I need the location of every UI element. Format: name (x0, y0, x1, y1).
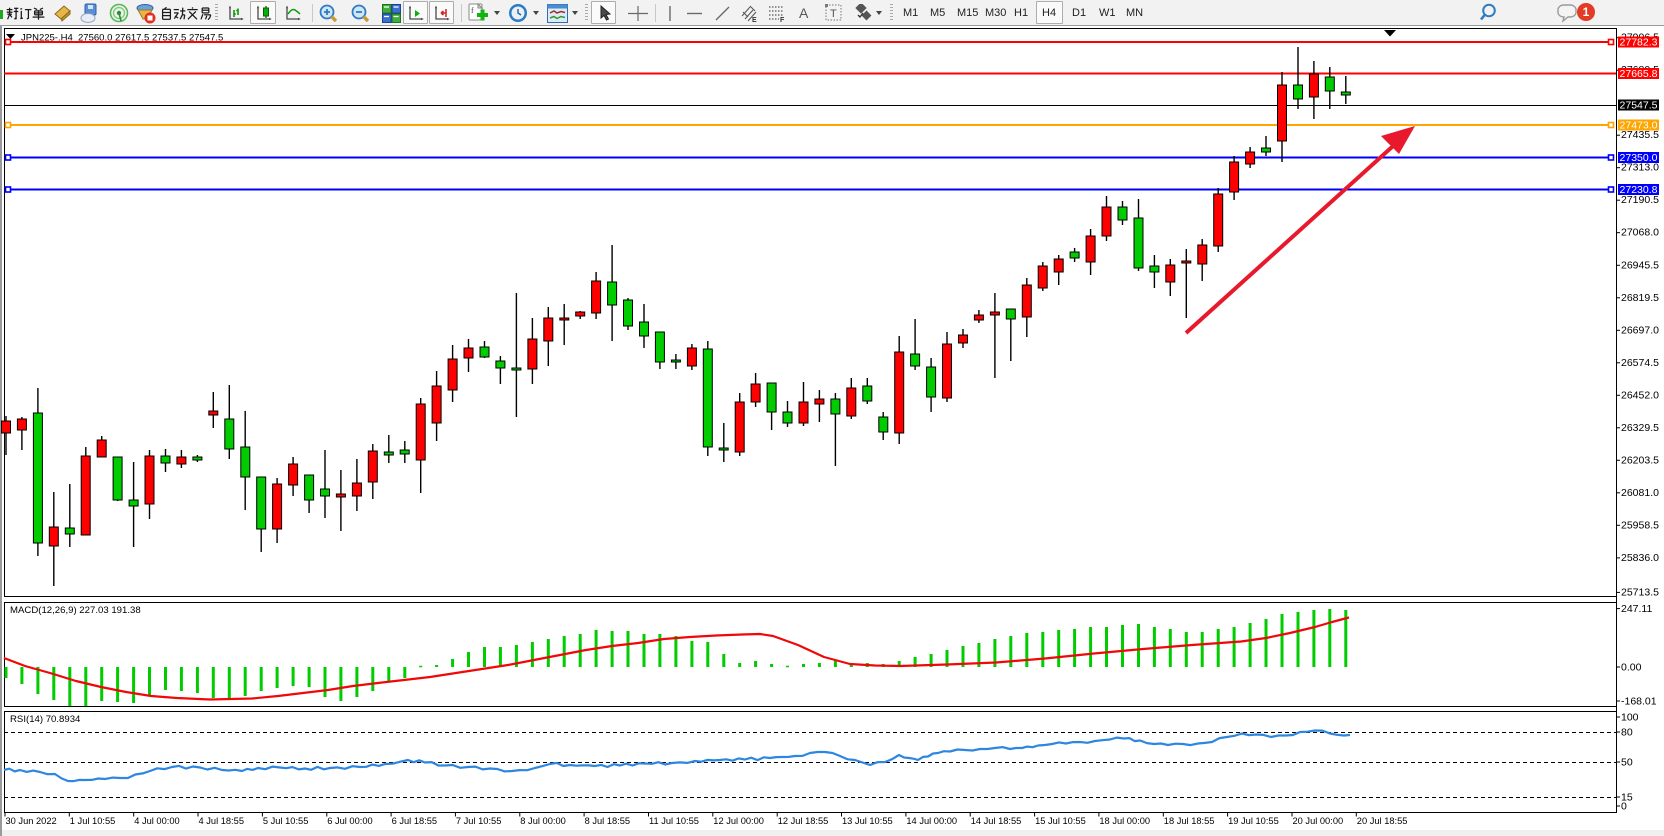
svg-text:26819.5: 26819.5 (1621, 292, 1659, 304)
svg-text:MACD(12,26,9) 227.03 191.38: MACD(12,26,9) 227.03 191.38 (10, 605, 141, 616)
svg-text:13 Jul 10:55: 13 Jul 10:55 (842, 816, 893, 826)
svg-text:12 Jul 18:55: 12 Jul 18:55 (778, 816, 829, 826)
svg-text:18 Jul 00:00: 18 Jul 00:00 (1099, 816, 1150, 826)
svg-text:12 Jul 00:00: 12 Jul 00:00 (713, 816, 764, 826)
svg-text:20 Jul 00:00: 20 Jul 00:00 (1293, 816, 1344, 826)
svg-text:27230.8: 27230.8 (1620, 184, 1658, 196)
svg-text:26945.5: 26945.5 (1621, 259, 1659, 271)
svg-text:26574.5: 26574.5 (1621, 357, 1659, 369)
svg-text:4 Jul 00:00: 4 Jul 00:00 (134, 816, 180, 826)
svg-text:14 Jul 00:00: 14 Jul 00:00 (906, 816, 957, 826)
svg-text:26697.0: 26697.0 (1621, 324, 1659, 336)
svg-text:0.00: 0.00 (1621, 662, 1642, 674)
svg-text:20 Jul 18:55: 20 Jul 18:55 (1357, 816, 1408, 826)
svg-text:E: E (752, 17, 757, 23)
svg-text:247.11: 247.11 (1621, 603, 1652, 615)
svg-text:25836.0: 25836.0 (1621, 552, 1659, 564)
svg-text:8 Jul 00:00: 8 Jul 00:00 (520, 816, 566, 826)
svg-text:26081.0: 26081.0 (1621, 487, 1659, 499)
svg-text:26329.5: 26329.5 (1621, 422, 1659, 434)
svg-text:7 Jul 10:55: 7 Jul 10:55 (456, 816, 502, 826)
svg-text:RSI(14) 70.8934: RSI(14) 70.8934 (10, 714, 81, 725)
svg-text:25958.5: 25958.5 (1621, 519, 1659, 531)
svg-text:27350.0: 27350.0 (1620, 152, 1658, 164)
svg-text:1: 1 (1583, 5, 1590, 19)
svg-text:27313.0: 27313.0 (1621, 162, 1659, 174)
svg-text:18 Jul 18:55: 18 Jul 18:55 (1164, 816, 1215, 826)
svg-text:F: F (780, 17, 785, 23)
svg-text:27665.8: 27665.8 (1620, 68, 1658, 80)
svg-text:-168.01: -168.01 (1621, 696, 1657, 708)
svg-text:T: T (830, 8, 837, 20)
svg-text:27068.0: 27068.0 (1621, 227, 1659, 239)
svg-text:8 Jul 18:55: 8 Jul 18:55 (585, 816, 631, 826)
svg-text:80: 80 (1621, 727, 1633, 739)
svg-text:27190.5: 27190.5 (1621, 194, 1659, 206)
svg-text:f: f (471, 6, 474, 15)
svg-text:25713.5: 25713.5 (1621, 586, 1659, 598)
svg-text:1 Jul 10:55: 1 Jul 10:55 (70, 816, 116, 826)
svg-text:15 Jul 10:55: 15 Jul 10:55 (1035, 816, 1086, 826)
svg-text:27547.5: 27547.5 (1620, 100, 1658, 112)
svg-text:27435.5: 27435.5 (1621, 129, 1659, 141)
svg-text:26452.0: 26452.0 (1621, 389, 1659, 401)
svg-text:27473.0: 27473.0 (1620, 120, 1658, 132)
svg-text:100: 100 (1621, 712, 1639, 724)
svg-text:5 Jul 10:55: 5 Jul 10:55 (263, 816, 309, 826)
svg-text:4 Jul 18:55: 4 Jul 18:55 (199, 816, 245, 826)
svg-text:19 Jul 10:55: 19 Jul 10:55 (1228, 816, 1279, 826)
svg-text:14 Jul 18:55: 14 Jul 18:55 (971, 816, 1022, 826)
svg-text:27782.3: 27782.3 (1620, 37, 1658, 49)
svg-text:11 Jul 10:55: 11 Jul 10:55 (649, 816, 699, 826)
svg-text:6 Jul 00:00: 6 Jul 00:00 (327, 816, 373, 826)
svg-text:6 Jul 18:55: 6 Jul 18:55 (392, 816, 438, 826)
svg-text:26203.5: 26203.5 (1621, 454, 1659, 466)
svg-text:30 Jun 2022: 30 Jun 2022 (6, 816, 57, 826)
svg-text:50: 50 (1621, 757, 1633, 769)
svg-text:0: 0 (1621, 801, 1627, 813)
svg-text:JPN225-.H4 27560.0 27617.5 27: JPN225-.H4 27560.0 27617.5 27537.5 27547… (21, 33, 223, 44)
svg-text:15: 15 (1621, 792, 1633, 804)
